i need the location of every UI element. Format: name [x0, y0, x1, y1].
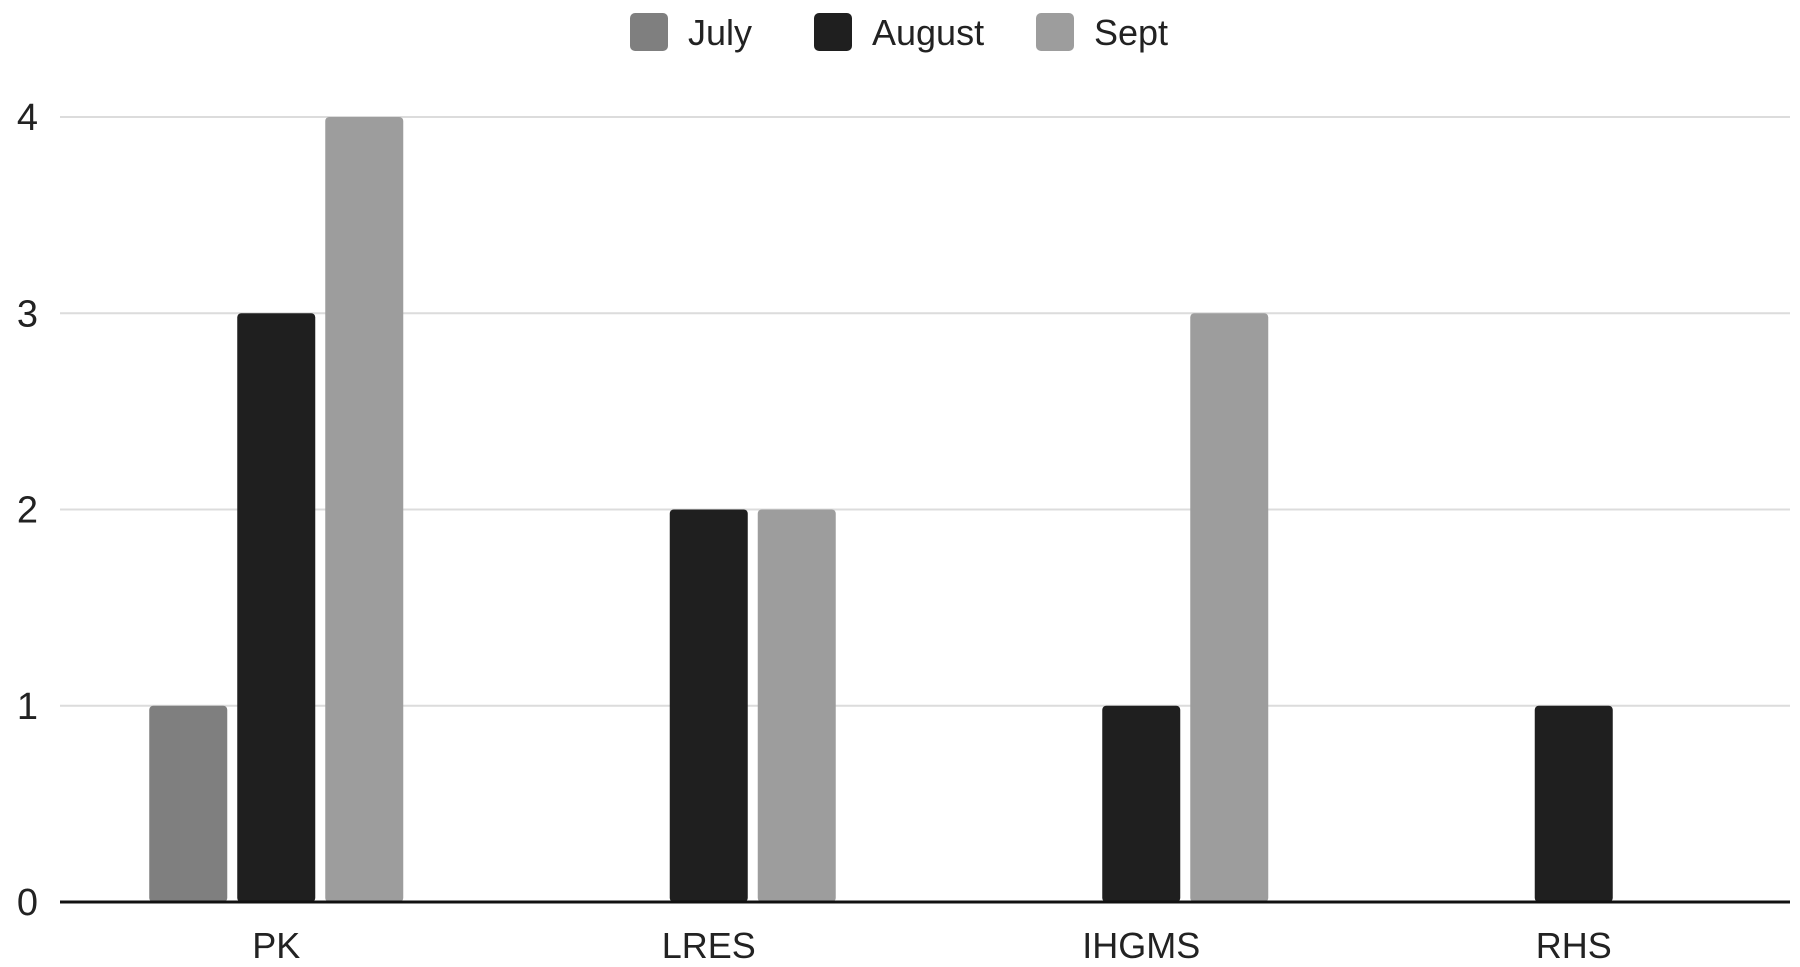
legend-swatch [1036, 13, 1074, 51]
legend-label: August [872, 12, 984, 53]
x-tick-label: IHGMS [1082, 925, 1200, 966]
x-tick-label: RHS [1536, 925, 1612, 966]
bar-pk-august [237, 313, 316, 902]
legend-item-sept: Sept [1036, 12, 1168, 53]
y-tick-label: 2 [17, 490, 38, 532]
bars [149, 117, 1613, 902]
bar-rhs-august [1534, 705, 1613, 902]
bar-lres-august [669, 509, 748, 902]
x-tick-label: LRES [662, 925, 756, 966]
legend-item-august: August [814, 12, 984, 53]
y-tick-label: 1 [17, 686, 38, 728]
bar-pk-sept [325, 117, 404, 902]
gridlines [60, 116, 1790, 707]
bar-ihgms-sept [1190, 313, 1269, 902]
x-axis: PK LRES IHGMS RHS [60, 900, 1790, 966]
bar-pk-july [149, 705, 228, 902]
legend-label: July [688, 12, 752, 53]
legend-swatch [814, 13, 852, 51]
legend-label: Sept [1094, 12, 1168, 53]
bar-lres-sept [757, 509, 836, 902]
legend: July August Sept [630, 12, 1168, 53]
y-tick-label: 3 [17, 293, 38, 335]
legend-item-july: July [630, 12, 752, 53]
y-tick-label: 0 [17, 882, 38, 924]
y-tick-label: 4 [17, 97, 38, 139]
legend-swatch [630, 13, 668, 51]
bar-ihgms-august [1102, 705, 1181, 902]
x-tick-label: PK [252, 925, 300, 966]
y-axis: 0 1 2 3 4 [17, 97, 38, 924]
